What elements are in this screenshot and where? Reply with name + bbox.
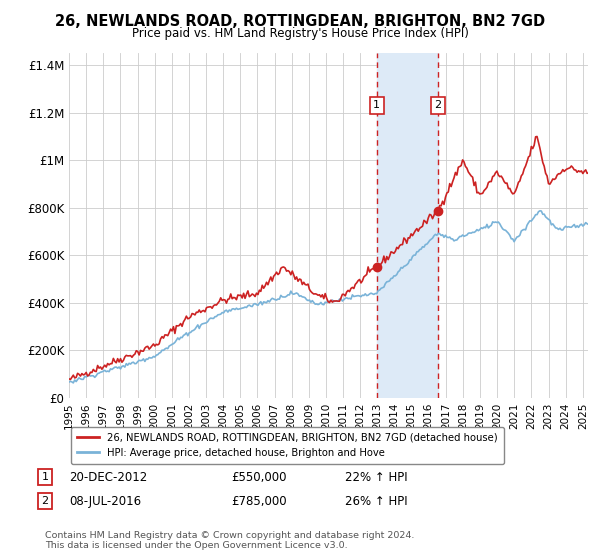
Text: 1: 1 xyxy=(373,100,380,110)
Text: Contains HM Land Registry data © Crown copyright and database right 2024.
This d: Contains HM Land Registry data © Crown c… xyxy=(45,531,415,550)
Text: 2: 2 xyxy=(434,100,441,110)
Text: 2: 2 xyxy=(41,496,49,506)
Text: 26% ↑ HPI: 26% ↑ HPI xyxy=(345,494,407,508)
Legend: 26, NEWLANDS ROAD, ROTTINGDEAN, BRIGHTON, BN2 7GD (detached house), HPI: Average: 26, NEWLANDS ROAD, ROTTINGDEAN, BRIGHTON… xyxy=(71,427,504,464)
Text: 1: 1 xyxy=(41,472,49,482)
Text: £785,000: £785,000 xyxy=(231,494,287,508)
Text: Price paid vs. HM Land Registry's House Price Index (HPI): Price paid vs. HM Land Registry's House … xyxy=(131,27,469,40)
Text: 26, NEWLANDS ROAD, ROTTINGDEAN, BRIGHTON, BN2 7GD: 26, NEWLANDS ROAD, ROTTINGDEAN, BRIGHTON… xyxy=(55,14,545,29)
Text: £550,000: £550,000 xyxy=(231,470,287,484)
Text: 22% ↑ HPI: 22% ↑ HPI xyxy=(345,470,407,484)
Text: 08-JUL-2016: 08-JUL-2016 xyxy=(69,494,141,508)
Text: 20-DEC-2012: 20-DEC-2012 xyxy=(69,470,147,484)
Bar xyxy=(377,53,437,398)
